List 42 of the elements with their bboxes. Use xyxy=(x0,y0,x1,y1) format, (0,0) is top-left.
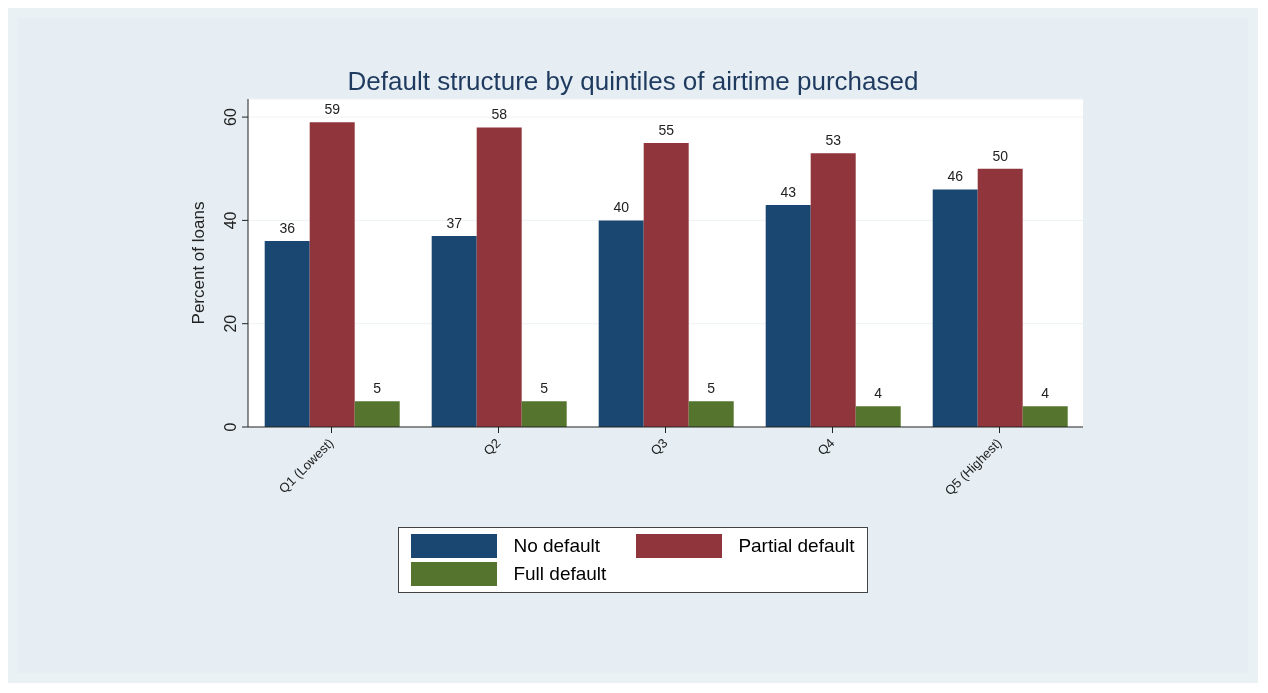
bar xyxy=(977,168,1023,427)
bar xyxy=(476,127,522,427)
bar xyxy=(765,204,811,427)
legend-label: Partial default xyxy=(737,534,855,558)
bar xyxy=(309,122,355,427)
legend-label: No default xyxy=(512,534,602,558)
data-label: 4 xyxy=(1041,385,1050,402)
x-tick-label: Q2 xyxy=(480,435,504,459)
y-tick-label: 40 xyxy=(222,211,239,230)
bar xyxy=(431,235,477,427)
bar xyxy=(688,401,734,427)
y-tick-label: 0 xyxy=(222,422,239,432)
data-label: 4 xyxy=(874,385,883,402)
x-tick-label: Q3 xyxy=(647,435,671,459)
bar xyxy=(932,189,978,427)
bar xyxy=(598,220,644,427)
bar xyxy=(264,241,310,427)
bar xyxy=(521,401,567,427)
y-tick-label: 60 xyxy=(222,108,239,126)
data-label: 5 xyxy=(540,380,549,397)
bar xyxy=(1022,406,1068,427)
data-label: 55 xyxy=(658,121,675,138)
chart-title: Default structure by quintiles of airtime purchased xyxy=(346,65,920,97)
y-axis-title: Percent of loans xyxy=(189,201,209,325)
bar xyxy=(810,153,856,427)
data-label: 40 xyxy=(613,199,630,216)
legend-label: Full default xyxy=(512,562,607,586)
data-label: 36 xyxy=(279,220,296,237)
data-label: 50 xyxy=(992,147,1009,164)
data-label: 37 xyxy=(446,214,463,231)
data-label: 46 xyxy=(947,168,964,185)
data-label: 5 xyxy=(707,380,716,397)
data-label: 58 xyxy=(491,106,508,123)
y-tick-label: 20 xyxy=(222,314,239,333)
data-label: 59 xyxy=(324,101,341,118)
x-tick-label: Q4 xyxy=(814,435,838,459)
bar xyxy=(354,401,400,427)
data-label: 5 xyxy=(373,380,382,397)
bar xyxy=(855,406,901,427)
data-label: 53 xyxy=(825,132,842,149)
bar xyxy=(643,142,689,427)
data-label: 43 xyxy=(780,183,797,200)
